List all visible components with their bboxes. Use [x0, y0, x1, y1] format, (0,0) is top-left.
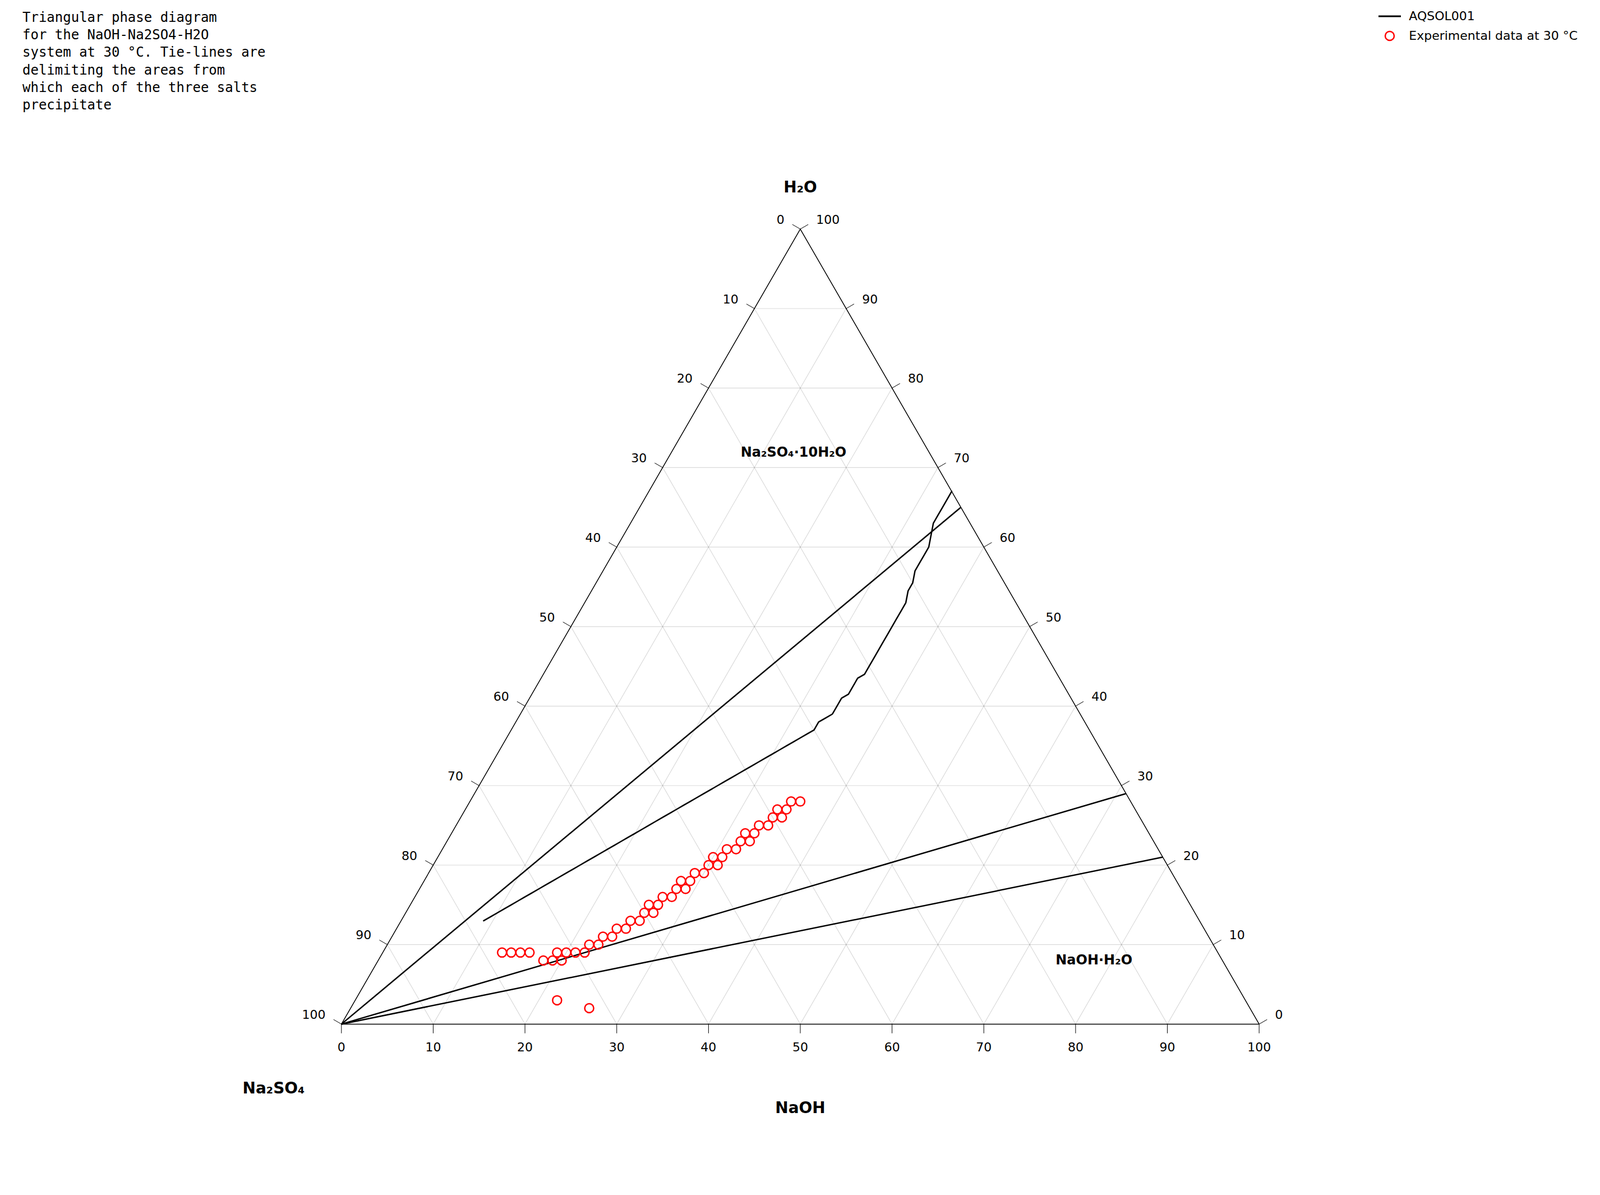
svg-text:60: 60 [999, 530, 1016, 545]
svg-text:70: 70 [447, 768, 464, 783]
svg-text:20: 20 [1183, 848, 1200, 863]
svg-text:60: 60 [493, 689, 510, 704]
svg-text:10: 10 [1229, 927, 1246, 942]
svg-text:90: 90 [355, 927, 372, 942]
svg-text:100: 100 [815, 212, 840, 227]
html-text:AQSOL001: AQSOL001 [1408, 8, 1475, 23]
svg-text:40: 40 [700, 1039, 717, 1054]
svg-text:80: 80 [401, 848, 418, 863]
svg-text:0: 0 [1275, 1007, 1284, 1022]
svg-text:NaOH·H₂O: NaOH·H₂O [1055, 951, 1133, 968]
svg-text:NaOH: NaOH [775, 1098, 826, 1117]
svg-text:H₂O: H₂O [783, 177, 818, 197]
svg-text:70: 70 [953, 450, 970, 465]
svg-text:40: 40 [584, 530, 601, 545]
svg-text:0: 0 [337, 1039, 346, 1054]
svg-text:90: 90 [861, 292, 878, 307]
svg-text:50: 50 [539, 610, 556, 625]
svg-text:80: 80 [907, 371, 924, 386]
svg-text:Na₂SO₄·10H₂O: Na₂SO₄·10H₂O [740, 444, 847, 460]
svg-text:30: 30 [609, 1039, 625, 1054]
svg-text:100: 100 [1247, 1039, 1271, 1054]
svg-text:20: 20 [676, 371, 693, 386]
svg-text:50: 50 [792, 1039, 809, 1054]
svg-text:30: 30 [630, 450, 647, 465]
html-text:Experimental data at 30 °C: Experimental data at 30 °C [1408, 28, 1578, 43]
svg-text:70: 70 [975, 1039, 992, 1054]
svg-text:60: 60 [884, 1039, 901, 1054]
svg-text:50: 50 [1045, 610, 1062, 625]
svg-text:40: 40 [1091, 689, 1108, 704]
svg-text:10: 10 [425, 1039, 441, 1054]
svg-text:20: 20 [517, 1039, 533, 1054]
svg-text:0: 0 [776, 212, 785, 227]
svg-text:100: 100 [301, 1007, 326, 1022]
html-text:Triangular phase diagram for t: Triangular phase diagram for the NaOH-Na… [22, 9, 266, 113]
svg-text:10: 10 [722, 292, 739, 307]
svg-text:30: 30 [1137, 768, 1154, 783]
svg-text:Na₂SO₄: Na₂SO₄ [242, 1078, 306, 1097]
svg-text:80: 80 [1067, 1039, 1084, 1054]
svg-text:90: 90 [1159, 1039, 1176, 1054]
